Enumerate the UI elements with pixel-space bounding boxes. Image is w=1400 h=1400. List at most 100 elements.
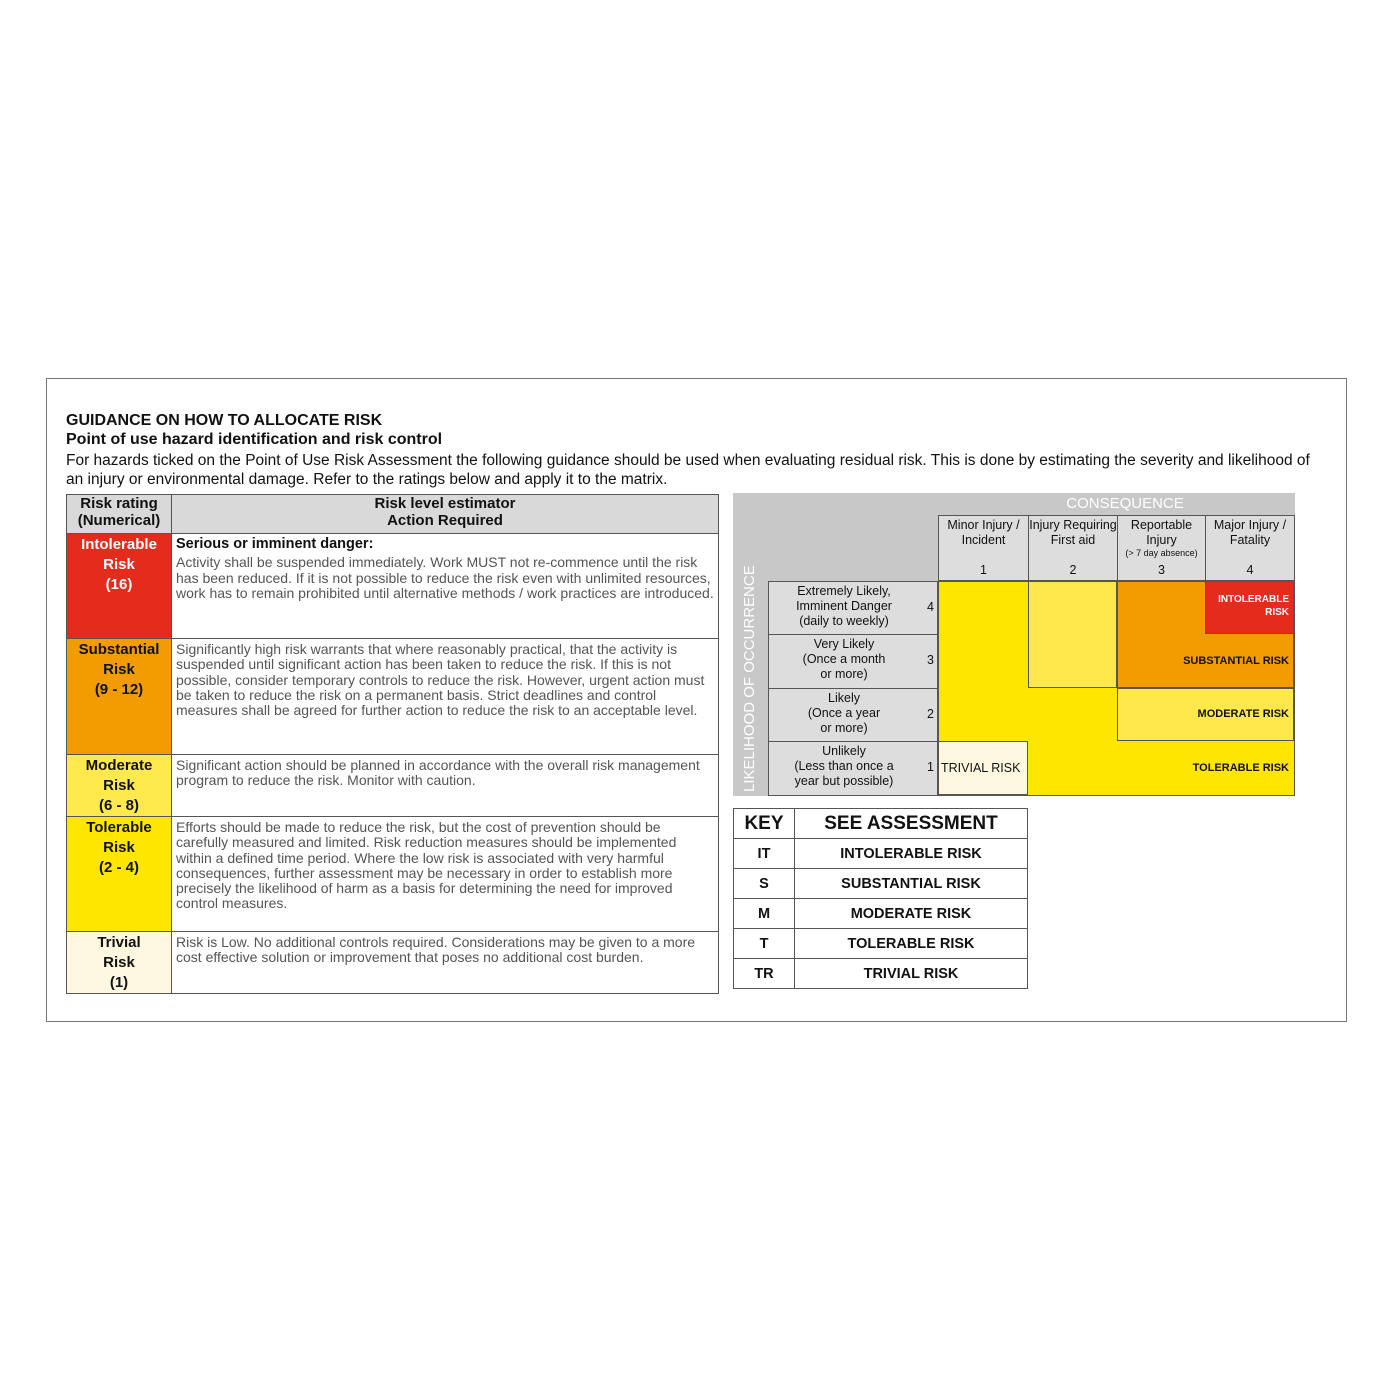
consequence-label: CONSEQUENCE [1066,495,1184,512]
key-row: T TOLERABLE RISK [733,928,1028,959]
row-sub1: (Once a year [807,706,881,720]
risk-rating-cell: Moderate Risk (6 - 8) [66,754,172,817]
risk-rating-cell: Trivial Risk (1) [66,931,172,994]
key-code: TR [733,958,795,989]
key-row: M MODERATE RISK [733,898,1028,929]
key-meaning: MODERATE RISK [794,898,1028,929]
key-row: S SUBSTANTIAL RISK [733,868,1028,899]
matrix-cell-l1-c4 [1205,741,1294,795]
guidance-panel [46,378,1347,1022]
matrix-cell-l1-c2 [1028,741,1117,795]
matrix-cell-l2-c4 [1205,688,1294,741]
risk-word: Risk [103,556,135,573]
matrix-cell-l4-c1 [938,581,1028,634]
row-title: Likely [828,691,860,705]
risk-range: (16) [105,576,133,593]
key-meaning: TOLERABLE RISK [794,928,1028,959]
col-title: Reportable Injury [1130,518,1193,547]
header-action-required: Risk level estimator Action Required [171,494,719,534]
risk-name: Intolerable [81,536,157,553]
risk-word: Risk [103,954,135,971]
action-required-cell: Significantly high risk warrants that wh… [171,638,719,755]
substantial-risk-label: SUBSTANTIAL RISK [1117,655,1289,667]
row-sub2: or more) [820,667,868,681]
key-meaning: SUBSTANTIAL RISK [794,868,1028,899]
key-row: TR TRIVIAL RISK [733,958,1028,989]
header-risk-rating: Risk rating (Numerical) [66,494,172,534]
consequence-col-4: Major Injury / Fatality 4 [1205,515,1295,581]
heading: GUIDANCE ON HOW TO ALLOCATE RISK [66,412,383,429]
matrix-outer-border [938,581,1295,796]
likelihood-row-1: Unlikely (Less than once a year but poss… [768,741,938,796]
intolerable-risk-label: INTOLERABLE RISK [1205,593,1289,619]
likelihood-label: LIKELIHOOD OF OCCURRENCE [741,565,758,792]
key-meaning: TRIVIAL RISK [794,958,1028,989]
risk-word: Risk [103,661,135,678]
key-code: IT [733,838,795,869]
key-code: S [733,868,795,899]
matrix-cell-l3-c3 [1117,634,1205,688]
tolerable-risk-label: TOLERABLE RISK [1028,762,1289,774]
action-required-cell: Serious or imminent danger: Activity sha… [171,533,719,639]
col-note: (> 7 day absence) [1125,548,1198,558]
guidance-row: Substantial Risk (9 - 12) Significantly … [66,638,719,755]
likelihood-row-2: Likely (Once a year or more) 2 [768,688,938,742]
risk-rating-cell: Substantial Risk (9 - 12) [66,638,172,755]
key-code: T [733,928,795,959]
col-number: 2 [1069,563,1077,577]
intro-text: For hazards ticked on the Point of Use R… [66,452,1310,488]
moderate-risk-label: MODERATE RISK [1117,708,1289,720]
row-number: 1 [927,760,934,774]
matrix-cell-l3-c4 [1205,634,1294,688]
matrix-cell-l4-c3 [1117,581,1205,634]
action-text: Activity shall be suspended immediately.… [176,554,714,601]
risk-range: (6 - 8) [98,797,139,814]
action-text: Significantly high risk warrants that wh… [176,641,705,719]
matrix-cell-l4-c2 [1028,581,1117,634]
risk-name: Substantial [78,641,160,658]
key-header-meaning: SEE ASSESSMENT [794,808,1028,839]
guidance-header-row: Risk rating (Numerical) Risk level estim… [66,494,719,534]
row-sub1: Imminent Danger [796,599,892,613]
risk-name: Moderate [85,757,153,774]
matrix-cell-l3-c2 [1028,634,1117,688]
action-lead: Serious or imminent danger: [176,536,374,552]
label-text: SUBSTANTIAL RISK [1183,655,1289,667]
guidance-row: Trivial Risk (1) Risk is Low. No additio… [66,931,719,994]
col-title: Injury Requiring First aid [1029,518,1117,547]
row-number: 2 [927,707,934,721]
col-title: Minor Injury / Incident [947,518,1020,547]
matrix-cell-l1-c3 [1117,741,1205,795]
matrix-cell-l2-c2 [1028,688,1117,741]
action-text: Significant action should be planned in … [176,757,700,789]
key-row: IT INTOLERABLE RISK [733,838,1028,869]
row-number: 3 [927,653,934,667]
label-text: TRIVIAL RISK [941,761,1021,775]
matrix-cell-l2-c3 [1117,688,1205,741]
col-title: Major Injury / Fatality [1213,518,1287,547]
consequence-col-2: Injury Requiring First aid 2 [1028,515,1118,581]
key-code: M [733,898,795,929]
col-number: 4 [1246,563,1254,577]
key-header-row: KEY SEE ASSESSMENT [733,808,1028,839]
guidance-row: Intolerable Risk (16) Serious or imminen… [66,533,719,639]
risk-word: Risk [103,839,135,856]
row-sub2: (daily to weekly) [799,614,889,628]
guidance-row: Tolerable Risk (2 - 4) Efforts should be… [66,816,719,932]
subheading: Point of use hazard identification and r… [66,431,443,448]
risk-range: (1) [109,974,129,991]
matrix-region-border [1117,688,1294,741]
matrix-cell-l2-c1 [938,688,1028,741]
row-sub1: (Less than once a [794,759,894,773]
action-required-cell: Risk is Low. No additional controls requ… [171,931,719,994]
row-title: Extremely Likely, [797,584,891,598]
matrix-cell-l4-c4 [1205,581,1294,634]
risk-range: (9 - 12) [94,681,144,698]
label-text: INTOLERABLE RISK [1218,594,1289,618]
key-meaning: INTOLERABLE RISK [794,838,1028,869]
col-number: 3 [1158,563,1165,577]
row-title: Very Likely [813,637,875,651]
action-required-cell: Efforts should be made to reduce the ris… [171,816,719,932]
guidance-table: Risk rating (Numerical) Risk level estim… [66,494,719,994]
